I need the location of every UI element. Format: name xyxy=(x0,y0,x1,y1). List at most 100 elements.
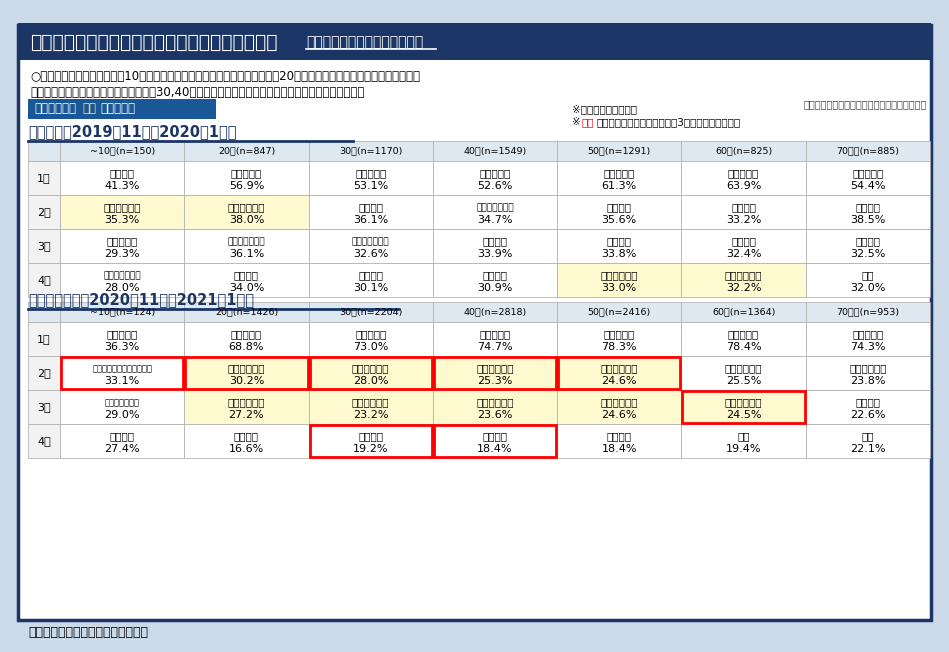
Text: 2位: 2位 xyxy=(37,207,51,217)
Text: 経済的困窮: 経済的困窮 xyxy=(728,329,759,340)
Text: 家族関係: 家族関係 xyxy=(606,237,632,246)
Bar xyxy=(682,391,805,423)
Bar xyxy=(681,322,806,356)
Text: 36.1%: 36.1% xyxy=(353,215,388,225)
Text: 34.0%: 34.0% xyxy=(229,283,264,293)
Text: 22.1%: 22.1% xyxy=(850,444,885,454)
Text: 32.0%: 32.0% xyxy=(850,283,885,293)
Text: 経済的困窮: 経済的困窮 xyxy=(106,329,138,340)
Bar xyxy=(308,390,433,424)
Text: 16.6%: 16.6% xyxy=(229,444,264,454)
Text: 60代(n=825): 60代(n=825) xyxy=(715,147,772,155)
Bar xyxy=(308,356,433,390)
Text: 28.0%: 28.0% xyxy=(353,376,388,386)
Text: 住まい不安定: 住まい不安定 xyxy=(352,364,389,374)
Bar xyxy=(806,263,930,297)
Text: 就職活動困難: 就職活動困難 xyxy=(352,398,389,408)
Text: 家族関係: 家族関係 xyxy=(731,237,756,246)
Text: 住まい不安定: 住まい不安定 xyxy=(601,364,638,374)
Text: 23.2%: 23.2% xyxy=(353,410,388,420)
Text: 24.6%: 24.6% xyxy=(602,376,637,386)
Bar xyxy=(806,141,930,161)
Text: メンタルヘルス: メンタルヘルス xyxy=(352,237,389,246)
Text: ：コロナ前と比較して順位が3つ以上がったもの。: ：コロナ前と比較して順位が3つ以上がったもの。 xyxy=(597,117,741,127)
Text: 30.2%: 30.2% xyxy=(229,376,264,386)
Text: 32.6%: 32.6% xyxy=(353,249,388,259)
Bar xyxy=(557,263,681,297)
Bar xyxy=(28,195,60,229)
Bar xyxy=(308,302,433,322)
Text: 病気: 病気 xyxy=(862,271,874,280)
Text: ひとり親: ひとり親 xyxy=(482,432,508,441)
Text: 20代(n=1426): 20代(n=1426) xyxy=(214,308,278,316)
Text: 家計管理: 家計管理 xyxy=(606,203,632,213)
Text: 経済的困窮: 経済的困窮 xyxy=(231,329,262,340)
Text: 課題が多く見られるようになった。30,40代においては「ひとり親」という特性も増加している。: 課題が多く見られるようになった。30,40代においては「ひとり親」という特性も増… xyxy=(30,85,364,98)
Text: 家族関係: 家族関係 xyxy=(482,237,508,246)
Text: 1位: 1位 xyxy=(37,334,51,344)
Bar xyxy=(806,229,930,263)
Text: 61.3%: 61.3% xyxy=(602,181,637,191)
Text: 資料：厚生労働省社会・援護局作成: 資料：厚生労働省社会・援護局作成 xyxy=(28,625,148,638)
Text: 家計管理: 家計管理 xyxy=(731,203,756,213)
Text: 就職活動困難: 就職活動困難 xyxy=(601,271,638,280)
Text: 63.9%: 63.9% xyxy=(726,181,761,191)
Text: 課題の特性（: 課題の特性（ xyxy=(34,102,76,115)
Text: 2位: 2位 xyxy=(37,368,51,378)
Bar xyxy=(681,356,806,390)
Text: 住まい不安定: 住まい不安定 xyxy=(725,398,762,408)
Text: 経済的困窮: 経済的困窮 xyxy=(355,329,386,340)
Bar xyxy=(185,357,307,389)
Bar xyxy=(60,390,184,424)
Bar xyxy=(184,356,308,390)
Text: 68.8%: 68.8% xyxy=(229,342,264,352)
Text: 70代～(n=953): 70代～(n=953) xyxy=(836,308,900,316)
Bar xyxy=(18,23,931,60)
Text: 52.6%: 52.6% xyxy=(477,181,512,191)
Bar xyxy=(60,424,184,458)
Bar xyxy=(806,302,930,322)
Text: 34.7%: 34.7% xyxy=(477,215,512,225)
Text: 経済的困窮: 経済的困窮 xyxy=(852,169,884,179)
Bar xyxy=(61,357,183,389)
Text: 18.4%: 18.4% xyxy=(602,444,637,454)
Text: 女性: 女性 xyxy=(83,102,96,115)
Bar xyxy=(681,263,806,297)
Text: 41.3%: 41.3% xyxy=(104,181,140,191)
Bar xyxy=(433,390,557,424)
Text: 経済的困窮: 経済的困窮 xyxy=(231,169,262,179)
Text: 経済的困窮: 経済的困窮 xyxy=(479,169,511,179)
Text: 家族関係: 家族関係 xyxy=(110,169,135,179)
Text: 27.2%: 27.2% xyxy=(229,410,264,420)
Text: 38.0%: 38.0% xyxy=(229,215,264,225)
Text: 35.6%: 35.6% xyxy=(602,215,637,225)
Bar xyxy=(28,161,60,195)
Text: ※: ※ xyxy=(572,117,584,127)
Text: 家計管理: 家計管理 xyxy=(855,203,881,213)
Bar xyxy=(557,141,681,161)
Text: 経済的困窮: 経済的困窮 xyxy=(106,237,138,246)
Bar xyxy=(28,322,60,356)
Bar xyxy=(433,161,557,195)
Text: 就職活動困難: 就職活動困難 xyxy=(725,271,762,280)
Text: 33.1%: 33.1% xyxy=(104,376,140,386)
Text: ~10代(n=150): ~10代(n=150) xyxy=(89,147,155,155)
Text: 32.2%: 32.2% xyxy=(726,283,761,293)
Text: 32.5%: 32.5% xyxy=(850,249,885,259)
Text: 赤枠: 赤枠 xyxy=(582,117,594,127)
Bar xyxy=(60,161,184,195)
Text: 経済的困窮: 経済的困窮 xyxy=(604,329,635,340)
Bar xyxy=(557,390,681,424)
Bar xyxy=(308,229,433,263)
Bar xyxy=(433,322,557,356)
Bar xyxy=(184,229,308,263)
Text: 74.3%: 74.3% xyxy=(850,342,885,352)
Text: 23.6%: 23.6% xyxy=(477,410,512,420)
Bar xyxy=(309,357,432,389)
Text: 22.6%: 22.6% xyxy=(850,410,885,420)
Text: メンタルヘルス: メンタルヘルス xyxy=(104,398,140,407)
Bar xyxy=(28,424,60,458)
Bar xyxy=(806,161,930,195)
Text: 19.4%: 19.4% xyxy=(726,444,761,454)
Bar xyxy=(60,229,184,263)
